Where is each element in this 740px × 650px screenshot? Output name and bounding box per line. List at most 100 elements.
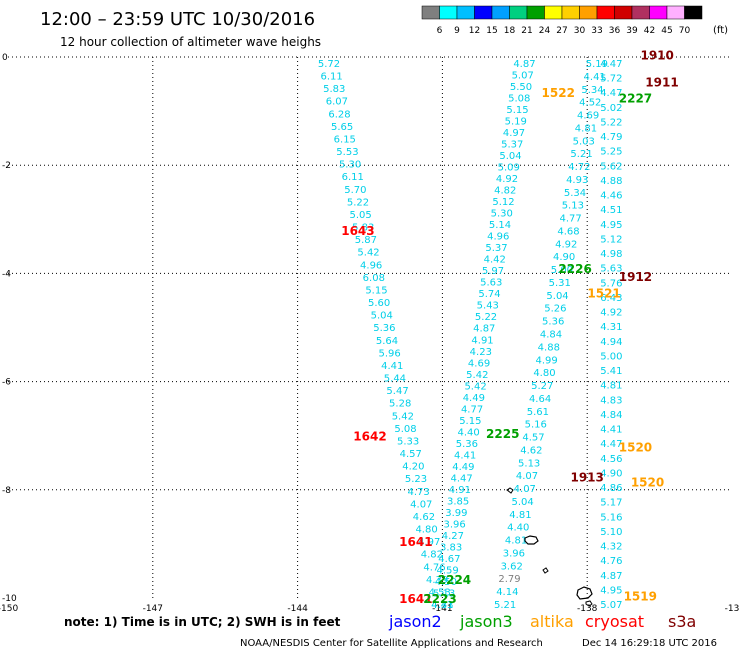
- wave-height-value: 4.47: [600, 88, 622, 99]
- wave-height-value: 4.95: [600, 585, 622, 596]
- legend-tick-label: 12: [469, 26, 480, 36]
- wave-height-value: 4.40: [457, 427, 479, 438]
- wave-height-value: 5.04: [371, 311, 393, 322]
- wave-height-value: 5.09: [498, 163, 520, 174]
- pass-time-label: 1641: [399, 535, 432, 549]
- island-outline: [585, 600, 593, 607]
- wave-height-value: 5.70: [344, 185, 366, 196]
- legend-swatch: [544, 5, 563, 20]
- island-outline: [506, 487, 514, 494]
- wave-height-value: 4.90: [600, 468, 622, 479]
- wave-height-value: 5.10: [600, 527, 622, 538]
- legend-tick-label: 36: [609, 26, 621, 36]
- wave-height-value: 3.83: [440, 542, 462, 553]
- wave-height-value: 4.81: [575, 123, 597, 134]
- wave-height-value: 5.34: [564, 188, 586, 199]
- x-tick-label: -150: [0, 604, 18, 614]
- wave-height-value: 5.12: [492, 197, 514, 208]
- wave-height-value: 5.04: [546, 291, 568, 302]
- wave-height-value: 6.11: [320, 72, 342, 83]
- chart-subtitle: 12 hour collection of altimeter wave hei…: [60, 35, 321, 49]
- wave-height-value: 5.87: [355, 235, 377, 246]
- island-outline: [576, 586, 593, 600]
- wave-height-value: 4.83: [600, 395, 622, 406]
- wave-height-value: 5.03: [573, 136, 595, 147]
- pass-time-label: 1913: [570, 470, 603, 484]
- wave-height-value: 4.57: [522, 433, 544, 444]
- wave-height-value: 4.88: [600, 176, 622, 187]
- wave-height-value: 4.80: [533, 368, 555, 379]
- legend-swatch: [561, 5, 580, 20]
- pass-time-label: 1520: [619, 441, 652, 455]
- wave-height-value: 4.32: [600, 542, 622, 553]
- wave-height-value: 5.53: [336, 147, 358, 158]
- island-outline: [524, 535, 539, 545]
- wave-height-value: 5.12: [600, 234, 622, 245]
- wave-height-value: 5.47: [386, 386, 408, 397]
- wave-height-value: 4.07: [514, 484, 536, 495]
- wave-height-value: 5.50: [510, 82, 532, 93]
- wave-height-value: 4.67: [438, 554, 460, 565]
- wave-height-value: 4.92: [555, 239, 577, 250]
- satellite-name: jason3: [459, 612, 513, 631]
- wave-height-value: 5.13: [562, 201, 584, 212]
- wave-height-value: 4.47: [450, 473, 472, 484]
- y-tick-label: -4: [2, 269, 11, 279]
- pass-time-label: 2226: [558, 262, 591, 276]
- wave-height-value: 5.16: [525, 420, 547, 431]
- wave-height-value: 5.37: [485, 243, 507, 254]
- legend-swatch: [509, 5, 528, 20]
- wave-height-value: 5.05: [349, 210, 371, 221]
- wave-height-value: 4.39: [426, 575, 448, 586]
- legend-swatch: [631, 5, 650, 20]
- wave-height-value: 5.63: [600, 264, 622, 275]
- legend-swatch: [456, 5, 475, 20]
- wave-height-value: 4.77: [560, 214, 582, 225]
- wave-height-value: 4.92: [600, 308, 622, 319]
- wave-height-value: 5.19: [505, 117, 527, 128]
- wave-height-value: 4.82: [494, 186, 516, 197]
- wave-height-value: 4.92: [496, 174, 518, 185]
- x-tick-label: -13: [725, 604, 740, 614]
- wave-height-value: 4.96: [487, 232, 509, 243]
- wave-height-value: 5.36: [542, 317, 564, 328]
- wave-height-value: 4.47: [600, 59, 622, 70]
- wave-height-value: 5.72: [600, 74, 622, 85]
- legend-swatch: [684, 5, 703, 20]
- island-coastlines: [506, 487, 593, 607]
- note-text: note: 1) Time is in UTC; 2) SWH is in fe…: [64, 615, 341, 629]
- pass-time-label: 1643: [341, 224, 374, 238]
- wave-height-value: 4.57: [400, 449, 422, 460]
- wave-height-value: 5.33: [397, 436, 419, 447]
- wave-height-value: 6.28: [328, 109, 350, 120]
- legend-tick-label: 45: [661, 26, 672, 36]
- wave-height-value: 4.07: [516, 471, 538, 482]
- wave-height-value: 4.81: [505, 536, 527, 547]
- wave-height-value: 5.07: [600, 600, 622, 611]
- wave-height-value: 5.28: [389, 399, 411, 410]
- footer-credit: NOAA/NESDIS Center for Satellite Applica…: [240, 638, 543, 649]
- wave-height-value: 4.91: [471, 335, 493, 346]
- wave-height-value: 4.98: [600, 249, 622, 260]
- wave-height-value: 3.85: [447, 496, 469, 507]
- wave-height-value: 4.76: [423, 562, 445, 573]
- x-tick-label: -138: [577, 604, 598, 614]
- wave-height-value: 5.23: [405, 474, 427, 485]
- wave-height-value: 4.49: [463, 393, 485, 404]
- wave-height-value: 4.62: [413, 512, 435, 523]
- wave-height-value: 5.62: [600, 161, 622, 172]
- pass-time-label: 2224: [438, 573, 471, 587]
- wave-height-value: 5.22: [347, 197, 369, 208]
- wave-height-value: 5.36: [373, 323, 395, 334]
- wave-height-value: 5.07: [512, 71, 534, 82]
- island-outline: [542, 567, 549, 574]
- wave-height-value: 5.83: [323, 84, 345, 95]
- wave-height-value: 5.26: [544, 304, 566, 315]
- wave-height-value: 4.90: [553, 252, 575, 263]
- y-tick-label: -6: [2, 378, 11, 388]
- wave-height-value: 5.96: [379, 348, 401, 359]
- wave-height-value: 5.42: [392, 411, 414, 422]
- wave-height-value: 6.11: [342, 172, 364, 183]
- satellite-name: s3a: [668, 612, 696, 631]
- legend-tick-label: 70: [679, 26, 691, 36]
